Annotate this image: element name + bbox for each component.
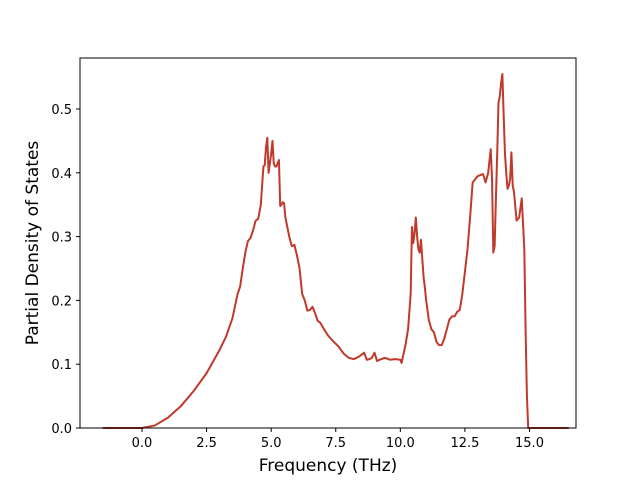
y-tick-label: 0.0 (51, 422, 72, 437)
y-tick-label: 0.3 (51, 231, 72, 246)
y-axis-label: Partial Density of States (23, 141, 43, 346)
axes-frame (79, 57, 577, 429)
y-tick-label: 0.5 (51, 103, 72, 118)
x-tick-label: 7.5 (325, 436, 346, 451)
y-tick-label: 0.4 (51, 167, 72, 182)
y-axis-ticks: 0.0 0.1 0.2 0.3 0.4 0.5 (51, 103, 80, 437)
x-axis-ticks: 0.0 2.5 5.0 7.5 10.0 12.5 15.0 (132, 428, 544, 451)
pdos-series-line (102, 72, 570, 429)
x-axis-label: Frequency (THz) (259, 456, 398, 476)
plot-area (102, 72, 570, 429)
x-tick-label: 0.0 (132, 436, 153, 451)
x-tick-label: 12.5 (450, 436, 479, 451)
x-tick-label: 10.0 (386, 436, 415, 451)
x-tick-label: 2.5 (196, 436, 217, 451)
x-tick-label: 5.0 (261, 436, 282, 451)
y-tick-label: 0.1 (51, 358, 72, 373)
x-tick-label: 15.0 (515, 436, 544, 451)
y-tick-label: 0.2 (51, 294, 72, 309)
